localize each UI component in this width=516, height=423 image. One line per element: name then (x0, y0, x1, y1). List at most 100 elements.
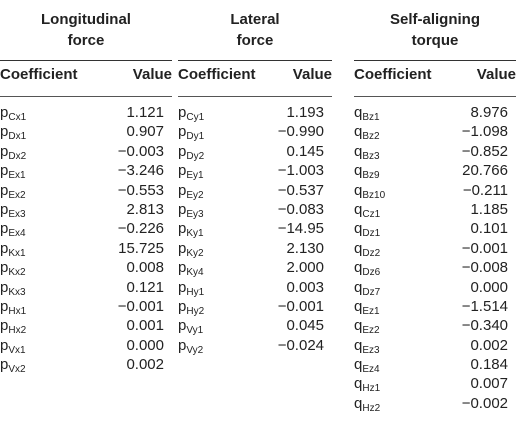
coefficient-subscript: Bz10 (362, 189, 386, 201)
table-body: qBz1 8.976 qBz2 −1.098 qBz3 −0.852 qBz9 20.766 q… (354, 104, 516, 414)
column-header-rule (178, 96, 332, 97)
coefficient-symbol: p (178, 259, 187, 277)
table-row: pEy2 −0.537 (178, 182, 332, 201)
coefficient-subscript: Ex2 (8, 189, 26, 201)
value-cell: 0.045 (286, 317, 324, 335)
table-row: pKx2 0.008 (0, 259, 172, 278)
coefficient-subscript: Dx1 (8, 131, 27, 143)
coefficient-symbol: p (178, 123, 187, 141)
value-cell: 0.002 (470, 336, 508, 354)
table-row: qEz4 0.184 (354, 356, 516, 375)
coefficient-symbol: q (354, 394, 363, 412)
table-row: pVy1 0.045 (178, 317, 332, 336)
coefficient-symbol: q (354, 297, 363, 315)
group-title-text: Self-aligning torque (390, 10, 480, 49)
coefficient-cell: pHy2 (178, 298, 204, 317)
table-row: pEy3 −0.083 (178, 201, 332, 220)
table-row: pDy1 −0.990 (178, 123, 332, 142)
value-cell: 0.002 (126, 356, 164, 374)
value-cell: 0.008 (126, 259, 164, 277)
table-row: pEx1 −3.246 (0, 162, 172, 181)
coefficient-symbol: q (354, 181, 363, 199)
value-cell: 0.145 (286, 142, 324, 160)
coefficient-subscript: Vx2 (8, 364, 26, 376)
value-cell: 20.766 (462, 162, 508, 180)
table-row: qBz10 −0.211 (354, 182, 516, 201)
coefficient-symbol: p (178, 317, 187, 335)
table-row: pVx2 0.002 (0, 356, 172, 375)
coefficient-subscript: Vy2 (186, 344, 204, 356)
coefficient-symbol: p (0, 259, 9, 277)
coefficient-subscript: Ex3 (8, 208, 26, 220)
coefficient-cell: pVy2 (178, 337, 203, 356)
group-title-text: Longitudinal force (41, 10, 131, 49)
coefficient-subscript: Hy1 (186, 286, 205, 298)
coefficient-cell: qHz1 (354, 375, 380, 394)
value-cell: 0.000 (126, 336, 164, 354)
coefficient-subscript: Hx1 (8, 305, 27, 317)
coefficient-cell: qDz7 (354, 279, 380, 298)
coefficient-cell: pHx1 (0, 298, 26, 317)
coefficient-subscript: Ez2 (362, 325, 380, 337)
coefficient-symbol: p (0, 200, 9, 218)
coefficient-subscript: Bz2 (362, 131, 380, 143)
coefficient-cell: qCz1 (354, 201, 380, 220)
coefficient-symbol: q (354, 220, 363, 238)
coefficient-subscript: Ky4 (186, 267, 204, 279)
value-cell: −0.852 (461, 142, 508, 160)
coefficient-symbol: q (354, 162, 363, 180)
column-header-rule (0, 96, 172, 97)
column-header-row: Coefficient Value (354, 66, 516, 88)
coefficient-symbol: q (354, 317, 363, 335)
table-row: pHx1 −0.001 (0, 298, 172, 317)
table-row: pEx3 2.813 (0, 201, 172, 220)
table-row: pHx2 0.001 (0, 317, 172, 336)
coefficient-cell: pCy1 (178, 104, 204, 123)
value-cell: −0.001 (117, 297, 164, 315)
table-row: pKx3 0.121 (0, 279, 172, 298)
coefficient-subscript: Dz1 (362, 228, 381, 240)
header-rule (354, 60, 516, 61)
table-row: qDz2 −0.001 (354, 240, 516, 259)
coefficient-symbol: q (354, 278, 363, 296)
coefficient-cell: qEz2 (354, 317, 380, 336)
table-row: pKy1 −14.95 (178, 220, 332, 239)
coefficient-cell: pDy2 (178, 143, 204, 162)
table-row: pHy2 −0.001 (178, 298, 332, 317)
coefficient-symbol: p (0, 317, 9, 335)
coefficient-symbol: p (178, 297, 187, 315)
value-cell: −0.990 (277, 123, 324, 141)
table-row: qDz7 0.000 (354, 279, 516, 298)
coefficient-subscript: Ex1 (8, 170, 26, 182)
coefficient-symbol: p (0, 278, 9, 296)
value-cell: −0.002 (461, 394, 508, 412)
coefficient-subscript: Dz2 (362, 247, 381, 259)
coefficient-header: Coefficient (178, 66, 256, 83)
value-cell: 0.121 (126, 278, 164, 296)
table-body: pCy1 1.193 pDy1 −0.990 pDy2 0.145 pEy1 −1.003 pE… (178, 104, 332, 356)
table-row: pDy2 0.145 (178, 143, 332, 162)
coefficient-cell: qEz4 (354, 356, 380, 375)
coefficient-symbol: q (354, 123, 363, 141)
coefficient-cell: pKy2 (178, 240, 204, 259)
header-rule (0, 60, 172, 61)
group-self-aligning-torque: Self-aligning torque Coefficient Value q… (354, 0, 516, 414)
coefficient-cell: pEx3 (0, 201, 26, 220)
coefficient-subscript: Ey1 (186, 170, 204, 182)
coefficient-subscript: Kx1 (8, 247, 26, 259)
value-cell: 0.101 (470, 220, 508, 238)
coefficient-subscript: Cx1 (8, 112, 27, 123)
header-rule (178, 60, 332, 61)
coefficient-symbol: q (354, 142, 363, 160)
value-cell: −0.537 (277, 181, 324, 199)
value-cell: −0.001 (461, 239, 508, 257)
coefficient-subscript: Hz1 (362, 383, 381, 395)
value-cell: 0.007 (470, 375, 508, 393)
coefficient-subscript: Dz6 (362, 267, 381, 279)
coefficient-symbol: p (178, 181, 187, 199)
table-row: qEz1 −1.514 (354, 298, 516, 317)
coefficient-cell: pEy2 (178, 182, 204, 201)
value-header: Value (292, 66, 332, 83)
table-row: qHz2 −0.002 (354, 395, 516, 414)
coefficient-subscript: Vx1 (8, 344, 26, 356)
